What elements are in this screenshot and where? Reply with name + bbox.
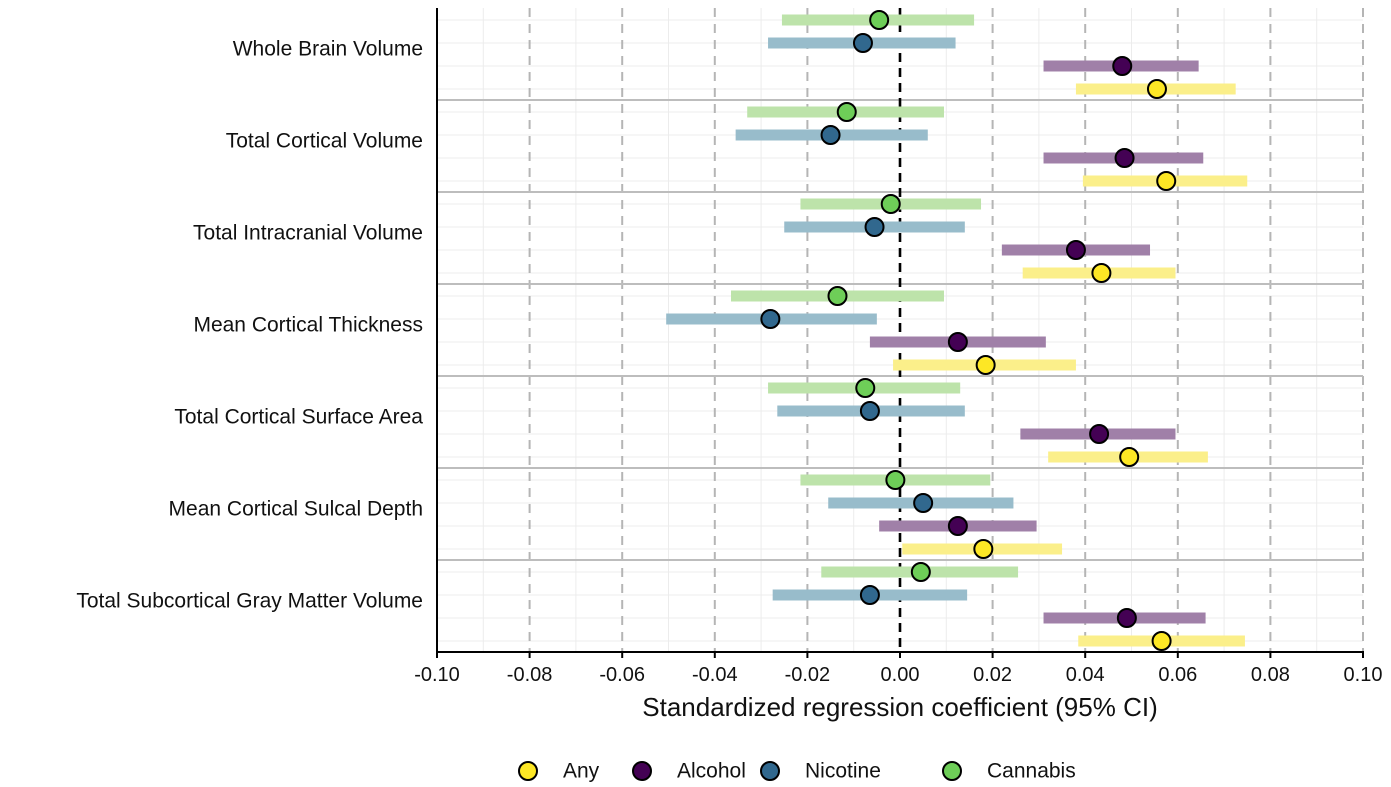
point-any xyxy=(1119,447,1140,467)
legend-label: Cannabis xyxy=(987,760,1076,783)
point-nicotine xyxy=(820,125,841,145)
legend-label: Nicotine xyxy=(805,760,881,783)
legend-item-alcohol: Alcohol xyxy=(632,760,746,783)
point-cannabis xyxy=(869,10,890,30)
point-any xyxy=(1151,631,1172,651)
x-tick-label: 0.00 xyxy=(881,664,920,686)
legend-label: Any xyxy=(563,760,600,783)
x-tick-label: -0.04 xyxy=(692,664,738,686)
legend-item-cannabis: Cannabis xyxy=(942,760,1076,783)
x-tick-label: -0.10 xyxy=(414,664,460,686)
point-cannabis xyxy=(885,470,906,490)
grid-layer xyxy=(437,8,1364,652)
point-nicotine xyxy=(859,585,880,605)
point-any xyxy=(1156,171,1177,191)
x-tick-label: 0.02 xyxy=(973,664,1012,686)
x-tick-label: -0.06 xyxy=(599,664,645,686)
x-tick-label: 0.06 xyxy=(1158,664,1197,686)
category-labels: Whole Brain Volume Total Cortical Volume T… xyxy=(76,38,423,613)
category-label: Mean Cortical Sulcal Depth xyxy=(169,498,423,521)
legend-swatch xyxy=(760,761,780,781)
category-label: Whole Brain Volume xyxy=(233,38,423,61)
point-nicotine xyxy=(760,309,781,329)
legend-swatch xyxy=(518,761,538,781)
category-label: Total Intracranial Volume xyxy=(193,222,423,245)
category-label: Total Subcortical Gray Matter Volume xyxy=(76,590,423,613)
point-any xyxy=(975,355,996,375)
point-any xyxy=(1091,263,1112,283)
point-alcohol xyxy=(1112,56,1133,76)
category-label: Mean Cortical Thickness xyxy=(193,314,423,337)
legend-item-any: Any xyxy=(518,760,600,783)
category-label: Total Cortical Surface Area xyxy=(174,406,423,429)
point-cannabis xyxy=(880,194,901,214)
point-cannabis xyxy=(827,286,848,306)
point-nicotine xyxy=(864,217,885,237)
x-tick-label: -0.02 xyxy=(785,664,831,686)
series-layer xyxy=(666,10,1248,651)
point-alcohol xyxy=(1065,240,1086,260)
legend-swatch xyxy=(632,761,652,781)
point-alcohol xyxy=(1116,608,1137,628)
x-tick-label: 0.08 xyxy=(1251,664,1290,686)
legend-label: Alcohol xyxy=(677,760,746,783)
point-nicotine xyxy=(859,401,880,421)
point-alcohol xyxy=(1089,424,1110,444)
point-cannabis xyxy=(836,102,857,122)
point-nicotine xyxy=(852,33,873,53)
legend-swatch xyxy=(942,761,962,781)
category-label: Total Cortical Volume xyxy=(226,130,423,153)
point-any xyxy=(1146,79,1167,99)
x-tick-label: -0.08 xyxy=(507,664,553,686)
point-nicotine xyxy=(913,493,934,513)
point-alcohol xyxy=(1114,148,1135,168)
x-tick-label: 0.10 xyxy=(1344,664,1383,686)
legend-item-nicotine: Nicotine xyxy=(760,760,881,783)
point-cannabis xyxy=(855,378,876,398)
legend: Any Alcohol Nicotine Cannabis xyxy=(518,760,1076,783)
point-any xyxy=(973,539,994,559)
x-axis: -0.10 -0.08 -0.06 -0.04 -0.02 0.00 0.02 0.04 0.0… xyxy=(414,8,1382,686)
point-alcohol xyxy=(947,332,968,352)
x-tick-label: 0.04 xyxy=(1066,664,1105,686)
point-cannabis xyxy=(910,562,931,582)
point-alcohol xyxy=(947,516,968,536)
x-axis-title: Standardized regression coefficient (95%… xyxy=(642,692,1157,722)
